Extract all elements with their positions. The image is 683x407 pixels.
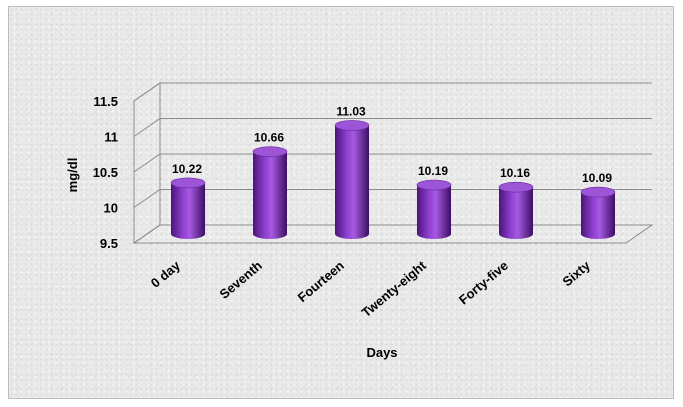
bar-top: [416, 179, 452, 191]
bar-body: [171, 182, 205, 239]
y-tick-label: 10.5: [93, 165, 118, 180]
data-label: 10.16: [500, 166, 530, 180]
x-tick-label: Seventh: [217, 258, 265, 302]
bar: 10.66: [252, 131, 288, 239]
data-label: 10.66: [254, 131, 284, 145]
gridline: [133, 153, 652, 173]
bar-top: [334, 120, 370, 131]
bar: 10.09: [580, 171, 616, 239]
y-tick-label: 9.5: [100, 236, 118, 251]
x-tick-label: Twenty-eight: [359, 257, 430, 320]
y-tick-label: 11.5: [93, 94, 118, 109]
bar: 10.16: [498, 166, 534, 239]
bar-body: [253, 151, 287, 239]
x-axis-title: Days: [366, 345, 397, 360]
bar: 10.19: [416, 164, 452, 239]
gridline: [133, 189, 652, 208]
y-axis-title: mg/dl: [65, 158, 80, 193]
gridlines: [133, 82, 652, 244]
bar: 11.03: [334, 104, 370, 239]
y-axis-ticks: 9.5 10 10.5 11 11.5: [93, 94, 118, 251]
data-label: 10.19: [418, 164, 448, 178]
bar: 10.22: [170, 162, 206, 239]
data-label: 10.09: [582, 171, 612, 185]
x-tick-label: 0 day: [148, 257, 184, 290]
data-label: 11.03: [336, 104, 366, 118]
bar-body: [335, 125, 369, 239]
bar-body: [417, 185, 451, 239]
x-tick-label: Forty-five: [456, 258, 511, 308]
bar-body: [581, 192, 615, 239]
y-tick-label: 10: [104, 201, 118, 216]
floor: [132, 224, 654, 244]
bar-top: [580, 186, 616, 198]
bar-top: [170, 177, 206, 189]
x-tick-label: Fourteen: [295, 258, 347, 305]
bars: 10.22 10.66 11.03 10.19 10.16 10.09: [170, 104, 616, 239]
bar-top: [252, 146, 288, 157]
gridline: [133, 118, 652, 137]
x-tick-label: Sixty: [559, 257, 593, 289]
y-tick-label: 11: [104, 130, 118, 145]
gridline: [133, 224, 652, 244]
data-label: 10.22: [172, 162, 202, 176]
x-axis-ticks: 0 day Seventh Fourteen Twenty-eight Forty-fi…: [148, 257, 594, 320]
bar-top: [498, 181, 534, 193]
gridline: [133, 82, 652, 102]
bar-body: [499, 187, 533, 239]
plot-walls: [132, 82, 654, 244]
